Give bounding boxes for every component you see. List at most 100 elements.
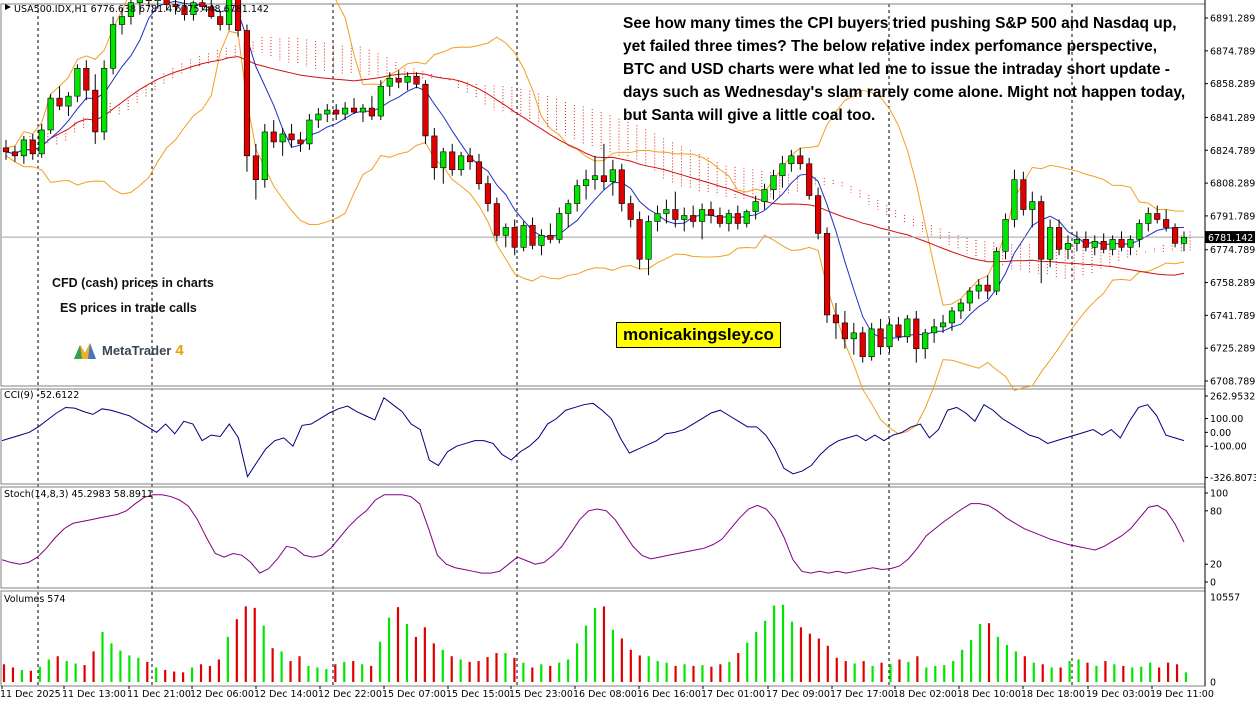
volume-tick-label: 0	[1210, 678, 1216, 689]
metatrader-logo-text: MetaTrader	[102, 342, 172, 358]
candle	[181, 0, 188, 21]
candle-body	[734, 213, 741, 224]
candle	[1109, 235, 1116, 256]
candle	[359, 104, 367, 123]
candle	[859, 326, 866, 363]
candle-body	[975, 284, 982, 292]
candle-body	[1145, 213, 1152, 224]
candle-body	[65, 95, 72, 107]
candle	[297, 131, 304, 152]
candle	[493, 197, 500, 242]
time-tick-label: 19 Dec 11:00	[1150, 689, 1214, 700]
candle-body	[752, 201, 759, 212]
candle-body	[297, 139, 304, 145]
candle	[538, 229, 545, 256]
candle	[939, 314, 947, 333]
candle-body	[520, 225, 527, 248]
candle-body	[850, 332, 857, 340]
candle-body	[234, 0, 242, 31]
candle	[627, 195, 634, 228]
time-tick-label: 12 Dec 06:00	[190, 689, 254, 700]
candle	[243, 24, 251, 172]
candle	[270, 120, 277, 148]
time-tick-label: 18 Dec 18:00	[1021, 689, 1085, 700]
candle-body	[118, 16, 126, 25]
candle-body	[484, 183, 491, 204]
candle	[832, 303, 840, 339]
candle	[315, 108, 322, 128]
candle	[645, 215, 652, 276]
candle-body	[20, 139, 27, 157]
cci-tick-label: -326.8073	[1210, 473, 1256, 484]
stoch-tick-label: 20	[1210, 560, 1222, 571]
candle-body	[600, 175, 607, 182]
candle	[279, 127, 286, 156]
candle-body	[1082, 239, 1089, 248]
time-tick-label: 18 Dec 02:00	[893, 689, 957, 700]
candle-body	[288, 133, 295, 141]
candle	[2, 139, 10, 160]
candle	[1011, 169, 1018, 228]
volume-header: Volumes 574	[4, 594, 65, 605]
candle	[690, 205, 697, 228]
candle-body	[208, 6, 215, 17]
candle-body	[707, 209, 715, 216]
stoch-tick-label: 100	[1210, 489, 1228, 500]
site-watermark: monicakingsley.co	[616, 322, 781, 348]
candle	[342, 102, 349, 121]
candle-body	[359, 107, 367, 113]
candle	[1047, 219, 1054, 268]
candle-body	[172, 4, 179, 7]
time-tick-label: 11 Dec 13:00	[62, 689, 126, 700]
candle	[556, 207, 563, 244]
candle	[707, 201, 715, 224]
candle	[368, 96, 375, 121]
candle-body	[1055, 227, 1063, 250]
candle-body	[101, 68, 108, 133]
metatrader-icon	[74, 343, 96, 359]
candle-body	[957, 302, 964, 312]
candle	[636, 211, 643, 270]
candle-body	[743, 211, 750, 224]
candle-body	[74, 68, 81, 97]
candle	[306, 114, 313, 150]
candle	[74, 64, 81, 103]
candle-body	[217, 16, 224, 25]
time-tick-label: 15 Dec 07:00	[382, 689, 446, 700]
candle	[663, 199, 670, 224]
candle-body	[413, 75, 420, 85]
candle	[672, 191, 679, 228]
candle-body	[324, 109, 331, 115]
candle	[1064, 235, 1072, 260]
candle-body	[243, 30, 251, 157]
candle-body	[538, 235, 545, 246]
cci-header: CCI(9) -52.6122	[4, 390, 79, 401]
candle	[806, 157, 813, 200]
candle	[868, 322, 875, 361]
candle-body	[529, 225, 536, 246]
time-tick-label: 12 Dec 14:00	[254, 689, 318, 700]
candle	[413, 72, 420, 89]
last-price-label: 6781.142	[1208, 233, 1253, 244]
candle	[948, 306, 956, 331]
candle	[1100, 233, 1107, 254]
time-tick-label: 17 Dec 09:00	[766, 689, 830, 700]
candle	[484, 175, 491, 212]
candle	[681, 207, 688, 232]
candle	[252, 143, 259, 200]
candle-body	[127, 2, 135, 17]
time-tick-label: 12 Dec 22:00	[318, 689, 382, 700]
candle	[101, 60, 108, 140]
candle-body	[645, 221, 652, 260]
price-tick-label: 6841.289	[1210, 113, 1255, 124]
candle-body	[136, 0, 143, 3]
candle	[377, 80, 384, 121]
candle-body	[939, 322, 947, 328]
candle	[118, 8, 126, 35]
candle	[502, 223, 509, 248]
candle	[1038, 195, 1045, 284]
candle-body	[868, 328, 875, 358]
candle	[56, 86, 63, 111]
candle	[324, 104, 331, 123]
candle	[1002, 213, 1009, 260]
